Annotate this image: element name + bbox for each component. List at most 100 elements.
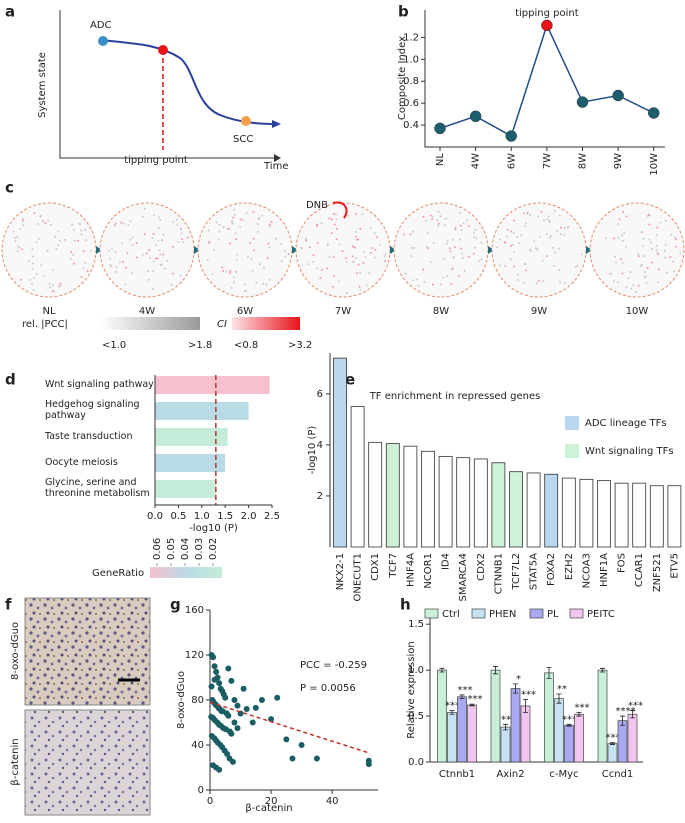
speckle [613, 280, 615, 283]
speckle [58, 285, 60, 288]
legend-swatch [565, 416, 579, 430]
significance: * [516, 674, 521, 685]
speckle [166, 260, 169, 262]
annotation: P = 0.0056 [300, 683, 356, 694]
speckle [538, 280, 540, 282]
bar [403, 445, 418, 548]
y-tick-label: 0 [198, 785, 204, 796]
speckle [239, 226, 241, 228]
y-tick-label: 0.0 [408, 757, 424, 768]
speckle [284, 250, 286, 252]
speckle [335, 238, 338, 240]
y-tick-label: 1.5 [408, 619, 424, 630]
speckle [33, 212, 36, 215]
speckle [159, 219, 162, 221]
speckle [554, 251, 556, 254]
legend-label: Ctrl [442, 609, 460, 620]
speckle [524, 262, 526, 265]
speckle [182, 241, 184, 244]
bar [467, 704, 477, 763]
x-tick-label: 20 [265, 796, 278, 807]
speckle [376, 236, 378, 239]
speckle [131, 236, 134, 239]
speckle [370, 227, 372, 230]
speckle [131, 244, 134, 246]
speckle [558, 269, 560, 271]
y-tick-label: 1.2 [403, 32, 419, 43]
point [229, 758, 236, 765]
speckle [338, 243, 341, 246]
speckle [468, 225, 470, 227]
speckle [59, 240, 61, 242]
speckle [181, 238, 183, 240]
speckle [148, 249, 150, 251]
speckle [50, 224, 52, 226]
point [365, 757, 372, 764]
speckle [172, 245, 175, 248]
speckle [307, 263, 310, 266]
speckle [548, 221, 551, 223]
speckle [365, 284, 368, 287]
point [243, 706, 250, 712]
speckle [32, 289, 35, 292]
point [612, 89, 624, 102]
speckle [59, 282, 62, 285]
speckle [218, 230, 221, 233]
significance: **** [562, 714, 582, 725]
speckle [650, 241, 653, 244]
speckle [437, 225, 439, 227]
x-tick-label: c-Myc [549, 769, 578, 780]
speckle [632, 284, 635, 286]
x-tick-label: 2.0 [241, 511, 257, 522]
legend-max: >1.8 [188, 340, 212, 351]
speckle [206, 259, 209, 261]
speckle [37, 223, 39, 225]
error-bar [493, 666, 498, 675]
x-tick-label: Axin2 [496, 769, 524, 780]
speckle [332, 213, 335, 215]
point [505, 130, 517, 142]
speckle [268, 279, 271, 281]
speckle [646, 215, 649, 217]
speckle [529, 214, 531, 216]
bar [667, 485, 682, 548]
bar [437, 669, 447, 763]
speckle [437, 222, 440, 225]
x-axis-label: -log10 (P) [189, 523, 238, 534]
y-tick-label: 0.4 [403, 120, 419, 131]
trend-line [209, 701, 370, 754]
bar [509, 471, 523, 548]
speckle [518, 242, 520, 244]
speckle [356, 238, 358, 241]
speckle [535, 247, 537, 250]
speckle [247, 256, 249, 258]
speckle [305, 239, 308, 242]
speckle [326, 267, 329, 270]
point [313, 755, 320, 762]
speckle [233, 281, 235, 284]
speckle [499, 264, 501, 267]
speckle [356, 272, 358, 275]
speckle [258, 217, 261, 219]
speckle [114, 251, 117, 253]
speckle [236, 253, 239, 256]
speckle [664, 256, 666, 259]
x-tick-label: CCAR1 [634, 553, 645, 587]
speckle [85, 239, 87, 241]
y-tick-label: Taste transduction [45, 430, 133, 442]
point [216, 680, 223, 687]
colorbar-tick-label: 0.05 [166, 538, 177, 560]
speckle [170, 283, 173, 286]
speckle [43, 275, 46, 277]
speckle [32, 262, 34, 265]
speckle [437, 210, 440, 213]
speckle [473, 252, 475, 255]
bar [438, 455, 453, 548]
speckle [244, 283, 246, 286]
speckle [162, 234, 165, 236]
speckle [80, 233, 83, 236]
speckle [553, 265, 556, 267]
speckle [86, 270, 89, 272]
speckle [621, 239, 624, 242]
speckle [576, 265, 579, 267]
